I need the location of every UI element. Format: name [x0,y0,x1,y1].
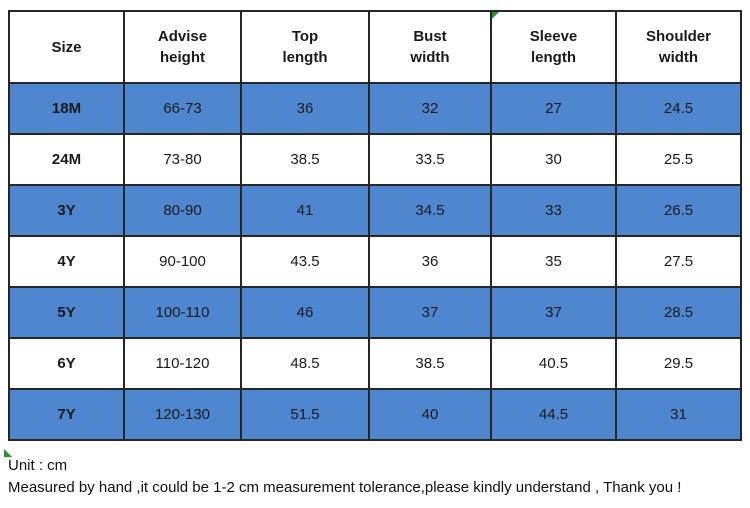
table-cell: 33.5 [368,133,492,186]
table-cell: 73-80 [123,133,242,186]
header-cell-sleeve-length: Sleeve length [490,10,617,84]
table-cell: 28.5 [615,286,742,339]
table-cell: 120-130 [123,388,242,441]
table-cell: 29.5 [615,337,742,390]
table-cell: 41 [240,184,370,237]
table-cell: 31 [615,388,742,441]
unit-note: Unit : cm [8,457,68,474]
table-cell: 40 [368,388,492,441]
cell-flag-icon [492,12,499,19]
table-cell: 36 [240,82,370,135]
table-row-4y: 4Y 90-100 43.5 36 35 27.5 [8,235,742,288]
table-cell: 46 [240,286,370,339]
table-cell: 36 [368,235,492,288]
footer-notes: Unit : cm Measured by hand ,it could be … [8,456,681,498]
header-cell-shoulder-width: Shoulder width [615,10,742,84]
size-cell: 24M [8,133,125,186]
header-cell-bust-width: Bust width [368,10,492,84]
table-cell: 38.5 [368,337,492,390]
header-cell-top-length: Top length [240,10,370,84]
tolerance-note: Measured by hand ,it could be 1-2 cm mea… [8,479,682,496]
table-cell: 25.5 [615,133,742,186]
table-cell: 37 [490,286,617,339]
size-cell: 5Y [8,286,125,339]
cell-flag-icon [4,449,12,457]
table-cell: 30 [490,133,617,186]
table-cell: 38.5 [240,133,370,186]
table-cell: 33 [490,184,617,237]
table-cell: 24.5 [615,82,742,135]
table-cell: 100-110 [123,286,242,339]
header-cell-advise-height: Advise height [123,10,242,84]
table-cell: 27 [490,82,617,135]
table-cell: 32 [368,82,492,135]
table-row-18m: 18M 66-73 36 32 27 24.5 [8,82,742,135]
size-cell: 7Y [8,388,125,441]
table-row-3y: 3Y 80-90 41 34.5 33 26.5 [8,184,742,237]
table-cell: 44.5 [490,388,617,441]
size-cell: 6Y [8,337,125,390]
header-cell-label: Sleeve length [529,28,578,66]
header-cell-size: Size [8,10,125,84]
table-cell: 80-90 [123,184,242,237]
size-cell: 18M [8,82,125,135]
size-cell: 3Y [8,184,125,237]
table-row-5y: 5Y 100-110 46 37 37 28.5 [8,286,742,339]
header-row: Size Advise height Top length Bust width… [8,10,742,84]
table-cell: 37 [368,286,492,339]
table-cell: 43.5 [240,235,370,288]
table-row-24m: 24M 73-80 38.5 33.5 30 25.5 [8,133,742,186]
table-cell: 35 [490,235,617,288]
table-cell: 26.5 [615,184,742,237]
table-cell: 66-73 [123,82,242,135]
table-cell: 27.5 [615,235,742,288]
table-cell: 110-120 [123,337,242,390]
size-cell: 4Y [8,235,125,288]
table-cell: 34.5 [368,184,492,237]
table-cell: 90-100 [123,235,242,288]
table-row-7y: 7Y 120-130 51.5 40 44.5 31 [8,388,742,441]
table-row-6y: 6Y 110-120 48.5 38.5 40.5 29.5 [8,337,742,390]
table-cell: 48.5 [240,337,370,390]
table-cell: 51.5 [240,388,370,441]
table-cell: 40.5 [490,337,617,390]
size-chart-table: Size Advise height Top length Bust width… [8,10,742,441]
